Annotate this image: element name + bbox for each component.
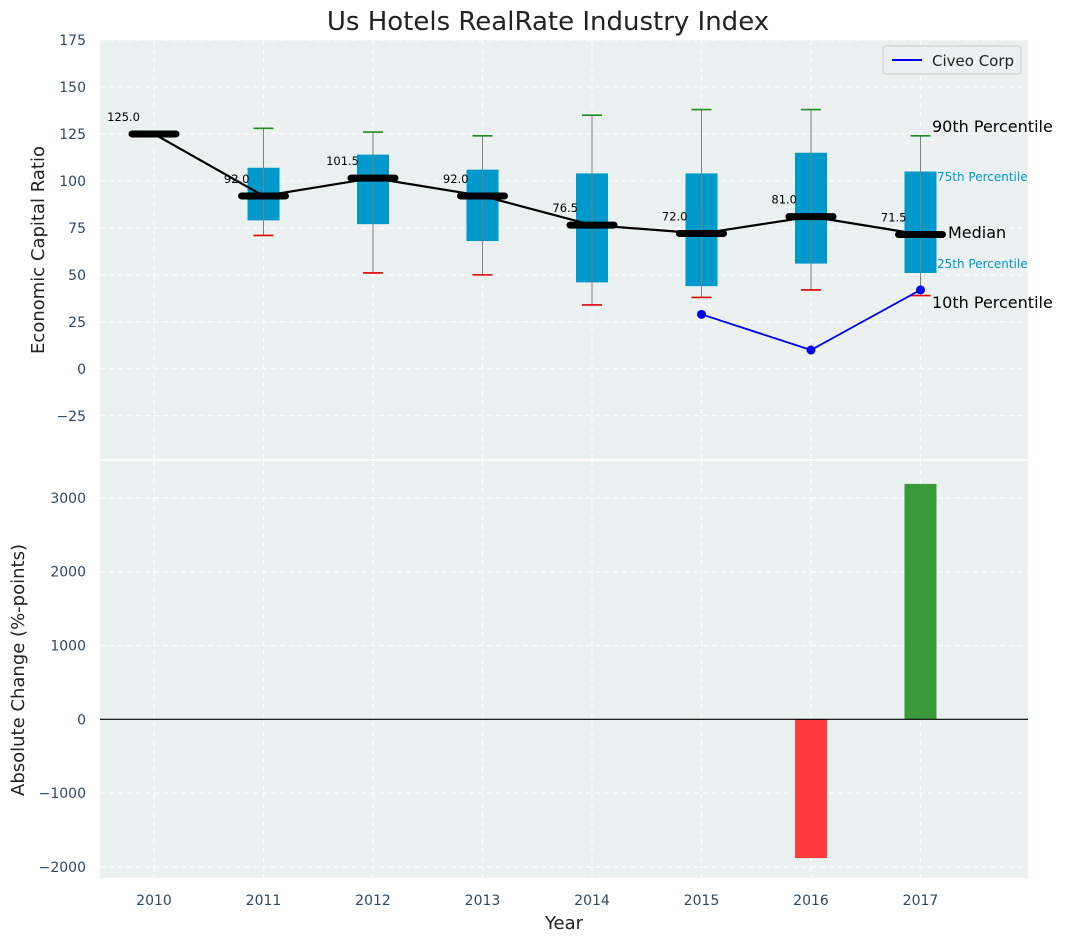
civeo-point-2016: [806, 345, 816, 355]
x-tick-label-2016: 2016: [793, 893, 829, 909]
legend-label-civeo: Civeo Corp: [932, 52, 1014, 70]
bottom-y-tick-label: 1000: [50, 639, 86, 655]
top-y-tick-label: 75: [68, 221, 86, 237]
bottom-y-tick-label: 0: [77, 712, 86, 728]
annotation-25th: 25th Percentile: [937, 257, 1028, 271]
x-tick-label-2012: 2012: [355, 893, 391, 909]
median-label-2015: 72.0: [662, 210, 688, 224]
median-label-2016: 81.0: [771, 193, 797, 207]
top-plot-area: [100, 40, 1028, 459]
legend-box: [882, 45, 1022, 75]
axes-layer: −25 0 25 50 75 100 125 150 175 −2000 −1000 0 1000 200…: [39, 33, 1028, 909]
median-label-2012: 101.5: [326, 154, 359, 168]
median-label-2011: 92.0: [224, 172, 250, 186]
top-y-tick-label: 150: [59, 80, 86, 96]
civeo-point-2017: [916, 285, 925, 295]
x-tick-label-2015: 2015: [684, 893, 720, 909]
top-y-tick-label: 175: [59, 33, 86, 49]
annotation-10th: 10th Percentile: [932, 293, 1053, 312]
bottom-y-tick-label: −2000: [39, 860, 86, 876]
x-tick-label-2013: 2013: [465, 893, 501, 909]
legend[interactable]: Civeo Corp: [882, 45, 1022, 75]
median-label-2013: 92.0: [443, 172, 469, 186]
x-tick-label-2010: 2010: [136, 893, 172, 909]
boxplot-layer: 125.0 92.0 101.5 92.0 76.5 72.0 81.0 71.5: [107, 108, 946, 355]
annotation-90th: 90th Percentile: [932, 117, 1053, 136]
x-tick-label-2014: 2014: [574, 893, 610, 909]
top-y-tick-label: 0: [77, 362, 86, 378]
chart-title: Us Hotels RealRate Industry Index: [327, 7, 769, 37]
annotation-75th: 75th Percentile: [937, 170, 1028, 184]
bottom-plot-area: [100, 461, 1028, 878]
top-y-tick-label: 100: [59, 174, 86, 190]
median-label-2014: 76.5: [552, 201, 578, 215]
median-label-2010: 125.0: [107, 110, 140, 124]
bar-2016: [795, 719, 827, 859]
civeo-point-2015: [697, 309, 706, 319]
top-y-tick-label: −25: [56, 409, 86, 425]
bottom-y-tick-label: 2000: [50, 565, 86, 581]
top-y-tick-label: 125: [59, 127, 86, 143]
top-y-tick-label: 25: [68, 315, 86, 331]
top-y-tick-label: 50: [68, 268, 86, 284]
x-axis-label: Year: [544, 913, 584, 934]
x-tick-label-2011: 2011: [246, 893, 282, 909]
bottom-y-axis-label: Absolute Change (%-points): [8, 544, 29, 796]
x-tick-label-2017: 2017: [903, 893, 939, 909]
bottom-y-tick-label: −1000: [39, 786, 86, 802]
annotation-median: Median: [948, 223, 1006, 242]
bar-layer: [795, 483, 937, 859]
top-y-axis-label: Economic Capital Ratio: [28, 146, 49, 354]
median-label-2017: 71.5: [881, 210, 907, 224]
bottom-y-tick-label: 3000: [50, 491, 86, 507]
bar-2017: [904, 483, 937, 720]
